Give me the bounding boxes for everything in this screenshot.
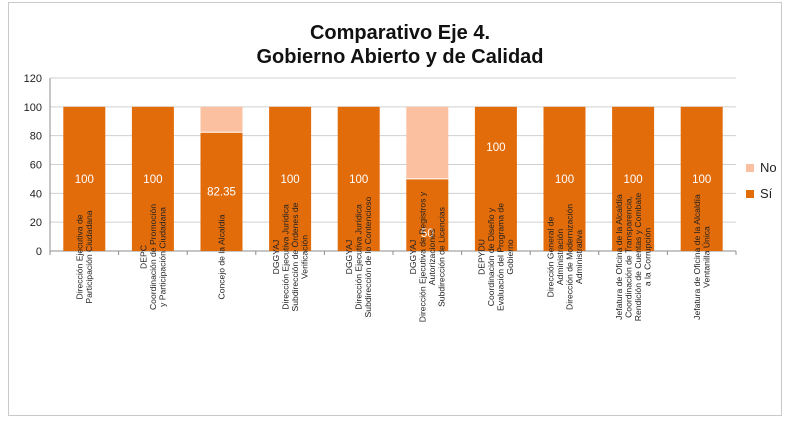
bar-si-8 — [543, 106, 586, 251]
x-category-label-10-line-1: Jefatura de Oficina de la Alcaldía — [692, 194, 702, 320]
data-label-2: 100 — [143, 174, 162, 186]
x-category-label-7-line-1: DEPYDU — [477, 239, 487, 275]
y-tick-label-80: 80 — [30, 131, 42, 143]
x-category-label-5-line-2: Dirección Ejecutiva Jurídica — [354, 204, 364, 310]
y-tick-label-120: 120 — [24, 73, 42, 85]
bar-no-6 — [406, 106, 449, 179]
x-category-label-2-line-2: Coordinación de Promoción — [148, 204, 158, 310]
x-category-label-9-line-1: Jefatura de Oficina de la Alcaldía — [614, 194, 624, 320]
bar-si-7 — [474, 106, 517, 251]
x-category-label-6-line-4: Subdirección de Licencias — [437, 207, 447, 307]
y-tick-label-40: 40 — [30, 188, 42, 200]
x-category-label-4: DGGYAJ Dirección Ejecutiva Jurídica Subdir… — [271, 202, 310, 311]
x-category-label-9-line-2: Coordinación de Transparencia, — [623, 196, 633, 318]
y-tick-label-0: 0 — [36, 246, 42, 258]
chart-title-line-2: Gobierno Abierto y de Calidad — [256, 46, 543, 68]
x-category-label-5-line-1: DGGYAJ — [344, 240, 354, 275]
x-category-label-7-line-4: Gobierno — [505, 239, 515, 275]
x-category-label-6-line-2: Dirección Ejecutiva de Registros y — [418, 191, 428, 322]
x-category-label-1-line-2: Participación Ciudadana — [84, 210, 94, 303]
bar-si-3 — [200, 132, 243, 251]
x-category-label-2-line-3: y Participación Ciudadana — [157, 207, 167, 307]
x-category-label-9: Jefatura de Oficina de la Alcaldía Coordi… — [614, 193, 653, 322]
x-category-label-8-line-2: Administración — [555, 229, 565, 286]
x-category-label-6-line-1: DGGYAJ — [408, 240, 418, 275]
bar-si-5 — [337, 106, 380, 251]
data-label-10: 100 — [692, 174, 711, 186]
y-tick-label-60: 60 — [30, 160, 42, 172]
legend-label-1: No — [760, 160, 777, 175]
data-label-8: 100 — [555, 174, 574, 186]
legend-swatch-2 — [746, 190, 754, 198]
x-category-label-9-line-4: a la Corrupción — [642, 228, 652, 286]
x-category-label-8-line-3: Dirección de Modernización — [564, 204, 574, 310]
y-tick-label-20: 20 — [30, 217, 42, 229]
x-category-label-8-line-1: Dirección General de — [545, 216, 555, 297]
data-label-1: 100 — [75, 174, 94, 186]
x-category-label-1: Dirección Ejecutiva de Participación Ciud… — [75, 210, 95, 303]
x-category-label-7-line-3: Evaluación del Programa de — [496, 203, 506, 311]
data-label-4: 100 — [281, 174, 300, 186]
x-category-label-9-line-3: Rendición de Cuentas y Combate — [633, 193, 643, 322]
x-category-label-8-line-4: Administrativa — [574, 230, 584, 284]
x-category-label-7: DEPYDU Coordinación de Diseño y Evaluación… — [477, 203, 516, 311]
legend-swatch-1 — [746, 164, 754, 172]
x-category-label-2-line-1: DEPC — [138, 245, 148, 269]
x-category-label-4-line-2: Dirección Ejecutiva Jurídica — [280, 204, 290, 310]
x-category-label-6: DGGYAJ Dirección Ejecutiva de Registros y… — [408, 191, 447, 322]
data-label-5: 100 — [349, 174, 368, 186]
data-label-3: 82.35 — [207, 187, 236, 199]
bar-si-2 — [131, 106, 174, 251]
x-category-label-10-line-2: Ventanilla Única — [701, 226, 711, 288]
bar-si-9 — [612, 106, 655, 251]
bar-si-6 — [406, 178, 449, 251]
x-category-label-8: Dirección General de Administración Direcc… — [545, 204, 584, 310]
x-category-label-5-line-3: Subdirección de lo Contencioso — [363, 196, 373, 317]
x-category-label-4-line-1: DGGYAJ — [271, 240, 281, 275]
x-category-label-4-line-4: Verificación — [299, 235, 309, 279]
data-label-7: 100 — [486, 142, 505, 154]
x-category-label-6-line-3: Autorizaciones — [427, 229, 437, 285]
x-category-label-2: DEPC Coordinación de Promoción y Participa… — [138, 204, 167, 310]
bar-si-4 — [269, 106, 312, 251]
data-label-6: 50 — [421, 228, 434, 240]
x-category-label-1-line-1: Dirección Ejecutiva de — [75, 214, 85, 299]
legend-label-2: Sí — [760, 186, 773, 201]
x-category-label-3-line-1: Concejo de la Alcaldía — [217, 214, 227, 299]
x-category-label-10: Jefatura de Oficina de la Alcaldía Ventan… — [692, 194, 712, 320]
chart-title-line-1: Comparativo Eje 4. — [310, 22, 490, 44]
bar-no-3 — [200, 106, 243, 133]
x-category-label-5: DGGYAJ Dirección Ejecutiva Jurídica Subdir… — [344, 196, 373, 317]
data-label-9: 100 — [624, 174, 643, 186]
x-category-label-4-line-3: Subdirección de Órdenes de — [290, 202, 300, 311]
y-tick-label-100: 100 — [24, 102, 42, 114]
bar-si-10 — [680, 106, 723, 251]
x-category-label-3: Concejo de la Alcaldía — [217, 214, 227, 299]
x-category-label-7-line-2: Coordinación de Diseño y — [486, 207, 496, 306]
bar-si-1 — [63, 106, 106, 251]
